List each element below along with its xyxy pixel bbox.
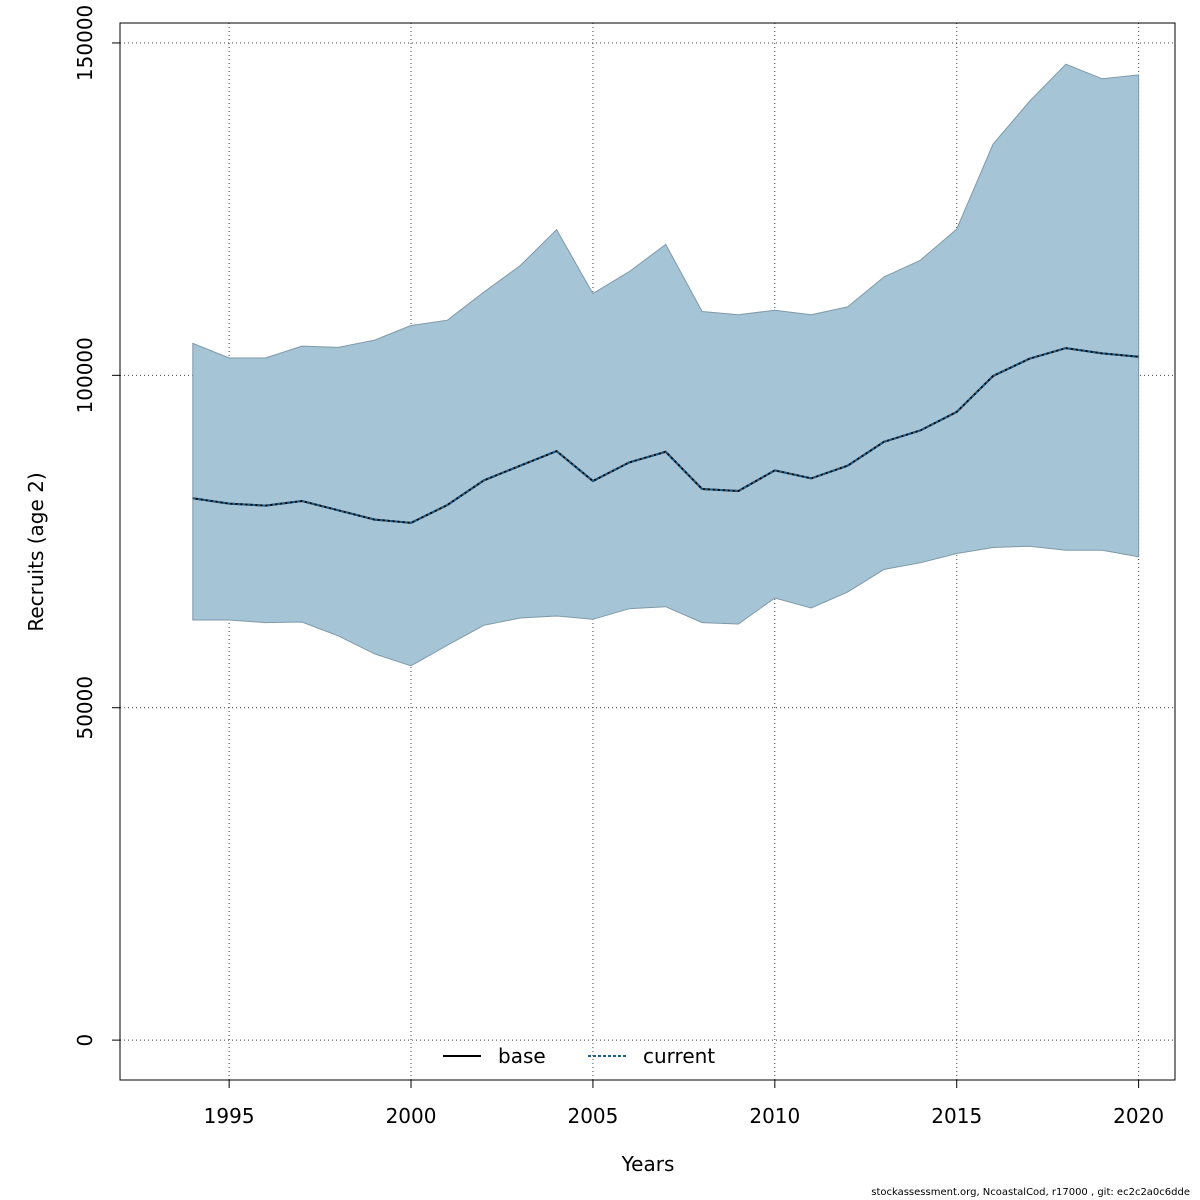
y-axis-title: Recruits (age 2): [24, 472, 48, 631]
y-tick-label-0: 0: [73, 1034, 97, 1047]
x-tick-label-2000: 2000: [386, 1104, 437, 1128]
confidence-band: [192, 63, 1140, 667]
x-axis-title: Years: [621, 1152, 675, 1176]
plot-frame: [119, 22, 1176, 1081]
x-axis: 1995 2000 2005 2010 2015 2020: [204, 1080, 1164, 1128]
y-tick-label-50000: 50000: [73, 676, 97, 740]
x-tick-label-2015: 2015: [931, 1104, 982, 1128]
x-tick-label-2010: 2010: [749, 1104, 800, 1128]
x-tick-label-2020: 2020: [1113, 1104, 1164, 1128]
y-axis: 0 50000 100000 150000: [73, 5, 120, 1047]
footer-credit: stockassessment.org, NcoastalCod, r17000…: [871, 1187, 1190, 1198]
series-line-current: [192, 347, 1139, 524]
legend: base current: [443, 1044, 715, 1068]
y-tick-label-100000: 100000: [73, 337, 97, 413]
x-tick-label-1995: 1995: [204, 1104, 255, 1128]
legend-label-current: current: [643, 1044, 715, 1068]
legend-label-base: base: [498, 1044, 546, 1068]
y-tick-label-150000: 150000: [73, 5, 97, 81]
x-tick-label-2005: 2005: [567, 1104, 618, 1128]
